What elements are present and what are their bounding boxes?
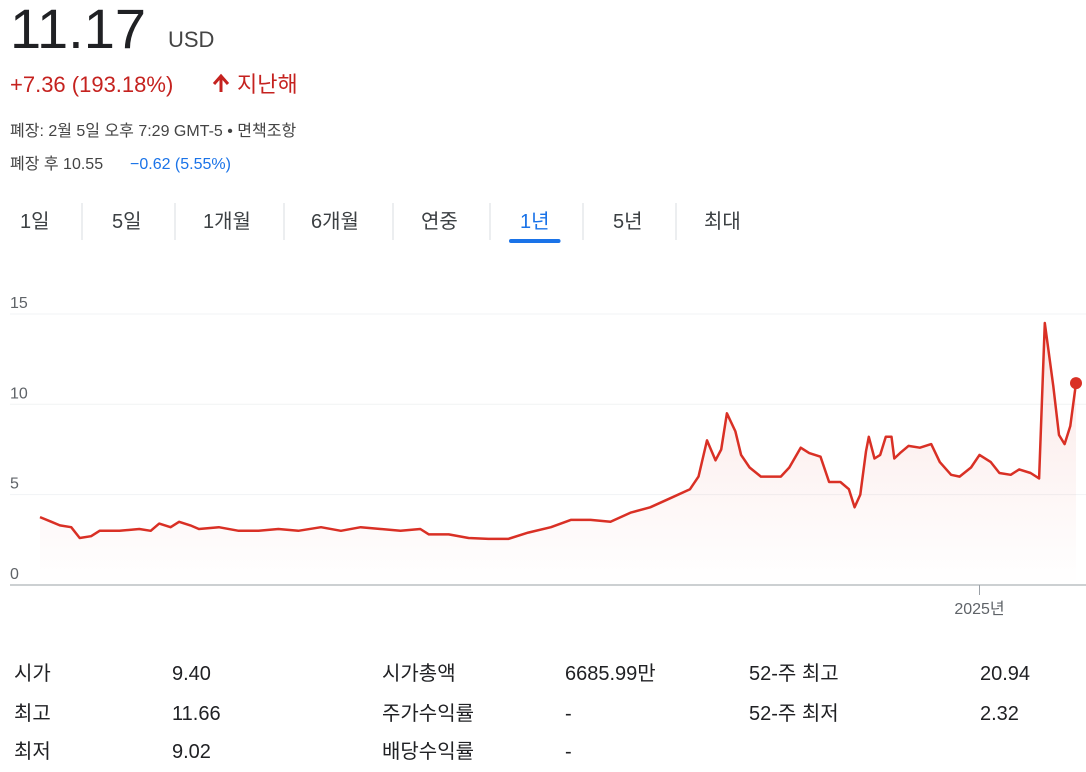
last-point <box>1070 377 1082 390</box>
stat-value: 6685.99만 <box>565 662 656 685</box>
price-line <box>39 321 1078 541</box>
price: 11.17 <box>10 0 146 60</box>
stat-value: 20.94 <box>980 663 1030 685</box>
currency: USD <box>168 27 214 52</box>
area <box>40 323 1076 585</box>
stat-value: 9.02 <box>172 741 211 763</box>
y-tick-label: 15 <box>10 295 28 312</box>
stat-label: 시가총액 <box>382 662 456 685</box>
tab[interactable]: 최대 <box>704 210 741 233</box>
stat-label: 주가수익률 <box>382 702 474 725</box>
stat-label: 배당수익률 <box>382 740 474 763</box>
change: +7.36 (193.18%) <box>10 72 173 97</box>
stat-value: - <box>565 741 572 763</box>
stats: 시가 9.40 시가총액 6685.99만 52-주 최고 20.94 최고 11.66 주가수… <box>14 662 1030 763</box>
y-tick-label: 5 <box>10 476 19 493</box>
closed-info: 폐장: 2월 5일 오후 7:29 GMT-5 • 면책조항 <box>10 122 296 140</box>
stat-value: 11.66 <box>172 703 221 725</box>
chart: 0 5 10 15 2025년 <box>10 295 1086 618</box>
up-arrow <box>212 73 230 92</box>
y-tick-label: 10 <box>10 385 28 402</box>
after-hours-change: −0.62 (5.55%) <box>130 156 231 173</box>
period: 지난해 <box>237 72 298 97</box>
tabs: 1일 5일 1개월 6개월 연중 1년 5년 최대 <box>20 203 741 243</box>
tab[interactable]: 6개월 <box>311 210 359 233</box>
stat-label: 시가 <box>14 662 51 685</box>
tab[interactable]: 1개월 <box>203 210 251 233</box>
stat-label: 52-주 최고 <box>749 662 839 685</box>
tab[interactable]: 연중 <box>421 210 458 233</box>
stat-value: 2.32 <box>980 703 1019 725</box>
stat-value: - <box>565 703 572 725</box>
stat-value: 9.40 <box>172 663 211 685</box>
stat-label: 최저 <box>14 740 51 763</box>
tab[interactable]: 5일 <box>112 210 142 233</box>
tab[interactable]: 5년 <box>613 210 643 233</box>
tab[interactable]: 1일 <box>20 210 50 233</box>
tab[interactable]: 1년 <box>520 210 550 233</box>
stat-label: 최고 <box>14 702 51 725</box>
x-tick-label: 2025년 <box>954 600 1004 618</box>
tab-indicator <box>509 239 561 243</box>
stat-label: 52-주 최저 <box>749 702 839 725</box>
after-hours: 폐장 후 10.55 <box>10 155 103 173</box>
y-tick-label: 0 <box>10 566 19 583</box>
